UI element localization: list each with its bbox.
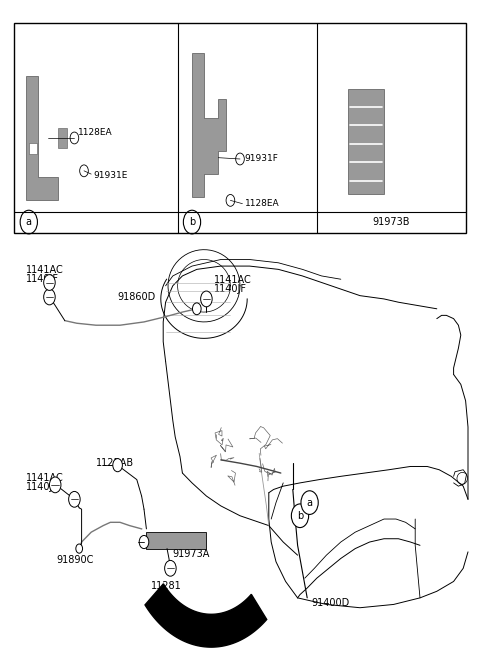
Text: 1141AC: 1141AC (26, 265, 64, 275)
Text: 1141AC: 1141AC (214, 275, 252, 285)
Circle shape (49, 477, 61, 493)
Polygon shape (192, 53, 226, 197)
Text: 91400D: 91400D (311, 598, 349, 608)
Circle shape (183, 210, 201, 234)
Circle shape (291, 504, 309, 528)
Circle shape (44, 289, 55, 305)
Text: 91931F: 91931F (245, 154, 279, 164)
Text: 1128EA: 1128EA (78, 128, 112, 137)
Circle shape (165, 560, 176, 576)
Bar (14, 23, 466, 233)
Text: 1128EA: 1128EA (245, 199, 279, 208)
Circle shape (301, 491, 318, 514)
Circle shape (226, 194, 235, 206)
Text: a: a (26, 217, 32, 227)
Text: b: b (297, 510, 303, 521)
Text: 91973B: 91973B (372, 217, 410, 227)
Text: 1140JF: 1140JF (26, 482, 60, 493)
Bar (29, 143, 37, 154)
Circle shape (70, 132, 79, 144)
Bar (348, 89, 384, 194)
Polygon shape (145, 584, 267, 647)
Circle shape (76, 544, 83, 553)
Circle shape (192, 303, 201, 315)
FancyBboxPatch shape (146, 532, 206, 549)
Text: 91890C: 91890C (57, 555, 94, 565)
Text: 91973A: 91973A (173, 549, 210, 559)
Circle shape (44, 275, 55, 290)
Text: b: b (189, 217, 195, 227)
Bar (58, 128, 67, 148)
Circle shape (69, 491, 80, 507)
Text: a: a (307, 497, 312, 508)
Circle shape (20, 210, 37, 234)
Circle shape (139, 535, 149, 549)
Polygon shape (26, 76, 58, 200)
Text: 91860D: 91860D (118, 292, 156, 302)
Text: 1125AB: 1125AB (96, 457, 134, 468)
Text: 1140JF: 1140JF (26, 274, 60, 284)
Circle shape (80, 165, 88, 177)
Circle shape (236, 153, 244, 165)
Text: 1141AC: 1141AC (26, 473, 64, 484)
Text: 91931E: 91931E (94, 171, 128, 180)
Text: 11281: 11281 (151, 581, 182, 591)
Text: 1140JF: 1140JF (214, 284, 247, 294)
Circle shape (113, 459, 122, 472)
Circle shape (201, 291, 212, 307)
